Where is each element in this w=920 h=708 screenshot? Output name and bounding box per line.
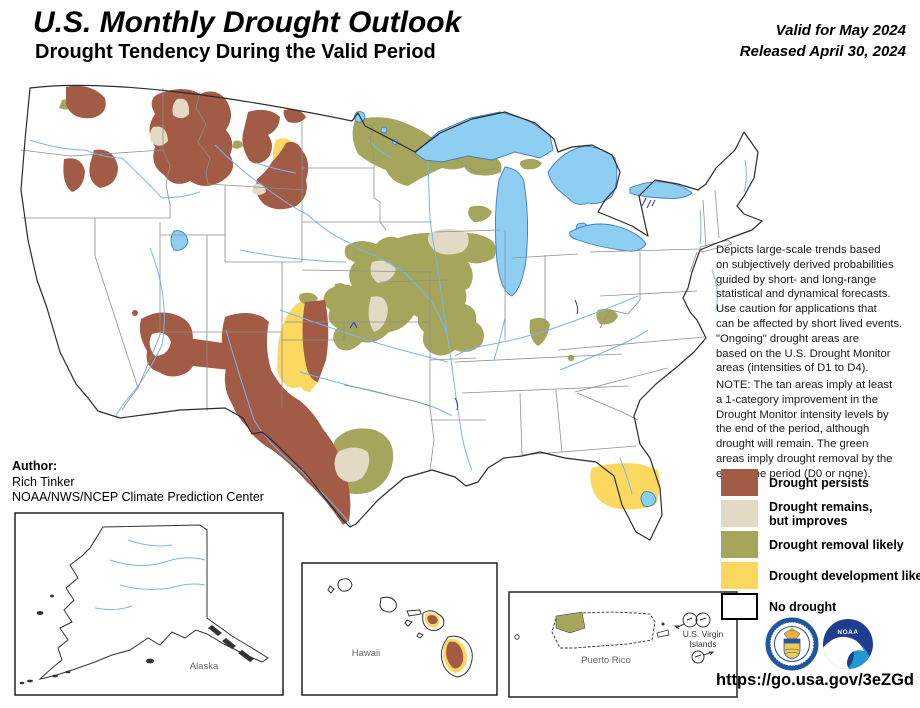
legend-label: Drought removal likely [769, 537, 904, 552]
legend: Drought persists Drought remains, but im… [721, 469, 920, 620]
legend-item-drought-removal: Drought removal likely [721, 531, 920, 558]
great-salt-lake [170, 230, 189, 251]
noaa-logo-text: NOAA [837, 629, 858, 636]
doc-seal-logo [765, 617, 819, 671]
legend-item-no-drought: No drought [721, 593, 920, 620]
drought-regions [59, 85, 660, 525]
valid-dates: Valid for May 2024 Released April 30, 20… [739, 22, 906, 60]
legend-swatch-drought-persists [721, 469, 758, 496]
legend-swatch-drought-removal [721, 531, 758, 558]
legend-swatch-drought-development [721, 562, 758, 589]
usvi-label-line1: U.S. Virgin [683, 629, 724, 639]
legend-swatch-drought-improves [721, 500, 758, 527]
noaa-logo: NOAA [823, 619, 873, 669]
shortlink-url: https://go.usa.gov/3eZGd [715, 671, 914, 689]
legend-label: Drought remains, but improves [769, 499, 873, 528]
hawaii-inset: Hawaii [301, 562, 498, 696]
alaska-label: Alaska [190, 661, 219, 672]
legend-item-drought-development: Drought development likely [721, 562, 920, 589]
author-name: Rich Tinker [12, 474, 75, 489]
lake-okeechobee [640, 491, 657, 507]
lake-michigan [494, 166, 529, 297]
state-borders [20, 88, 733, 471]
legend-label: Drought persists [769, 475, 870, 490]
legend-swatch-no-drought [721, 593, 758, 620]
great-lakes [170, 111, 693, 507]
page-subtitle: Drought Tendency During the Valid Period [35, 41, 436, 63]
conus-outline [20, 84, 763, 541]
legend-item-drought-improves: Drought remains, but improves [721, 499, 920, 528]
alaska-inset: Alaska [14, 512, 284, 696]
map-description: Depicts large-scale trends based on subj… [716, 244, 903, 375]
legend-label: No drought [769, 599, 837, 614]
author-org: NOAA/NWS/NCEP Climate Prediction Center [12, 490, 264, 505]
lake-ontario [629, 181, 693, 199]
puerto-rico-label: Puerto Rico [581, 655, 631, 666]
author-label: Author: [12, 459, 58, 473]
usvi-label-line2: Islands [690, 639, 717, 649]
legend-label: Drought development likely [769, 568, 920, 583]
lake-superior [414, 111, 554, 163]
legend-item-drought-persists: Drought persists [721, 469, 920, 496]
puerto-rico-inset: Puerto Rico U.S. Virgin Islands [508, 591, 738, 698]
map-note: NOTE: The tan areas imply at least a 1-c… [716, 379, 893, 480]
conus-map [20, 84, 763, 541]
hawaii-label: Hawaii [352, 648, 381, 659]
page-title: U.S. Monthly Drought Outlook [33, 6, 462, 39]
author-block: Author: Rich Tinker NOAA/NWS/NCEP Climat… [12, 459, 264, 506]
